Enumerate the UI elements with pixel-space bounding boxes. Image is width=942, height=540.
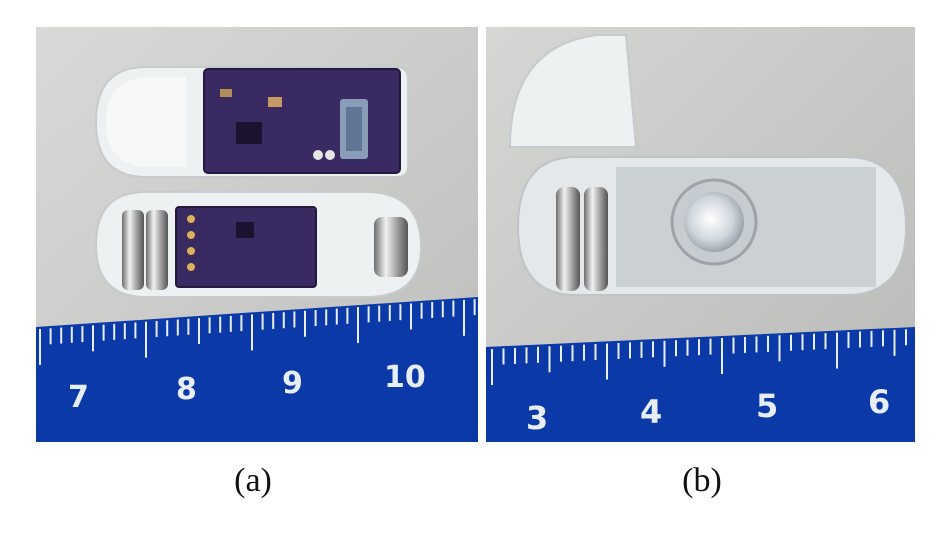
ruler-label: 10 (384, 360, 426, 395)
panel-caption-a: (a) (234, 462, 272, 499)
capsule-top-half (94, 66, 409, 178)
capsule-bottom-half (94, 191, 423, 298)
photo-panel-b: 3 4 5 6 (486, 27, 915, 442)
ruler-label: 6 (868, 383, 890, 421)
ruler-label: 3 (526, 399, 548, 437)
ruler-label: 9 (282, 366, 303, 401)
panel-caption-b: (b) (682, 462, 722, 499)
ruler: 3 4 5 6 (486, 327, 915, 442)
capsule-body (516, 156, 908, 296)
ruler: 7 8 9 10 (36, 297, 478, 442)
ruler-label: 7 (68, 380, 89, 415)
ruler-label: 8 (176, 372, 197, 407)
photo-panel-a: 7 8 9 10 (36, 27, 478, 442)
ruler-label: 4 (640, 393, 662, 431)
ruler-label: 5 (756, 387, 778, 425)
capsule-lid (508, 34, 638, 148)
